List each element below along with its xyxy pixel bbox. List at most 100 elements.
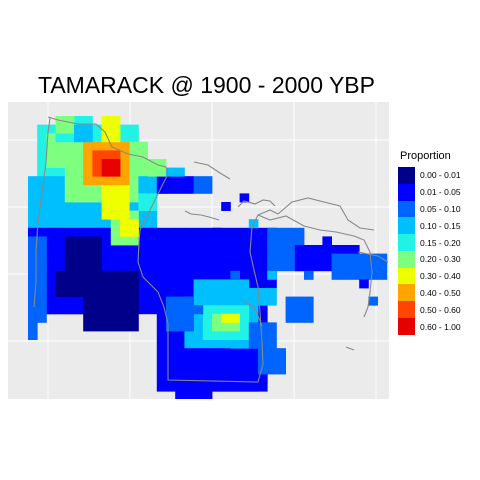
map-cell: [294, 296, 305, 306]
map-cell: [64, 253, 75, 263]
map-cell: [359, 270, 369, 280]
map-cell: [193, 339, 204, 349]
map-cell: [110, 296, 121, 306]
map-cell: [101, 167, 112, 177]
map-cell: [74, 116, 84, 125]
map-cell: [166, 331, 176, 340]
map-cell: [267, 227, 277, 237]
map-cell: [276, 348, 286, 358]
map-cell: [101, 124, 112, 134]
map-cell: [175, 245, 185, 254]
map-cell: [285, 227, 296, 237]
map-cell: [212, 339, 222, 349]
map-cell: [156, 184, 167, 194]
map-cell: [322, 262, 332, 272]
map-cell: [258, 374, 268, 383]
map-cell: [55, 176, 66, 186]
legend-key: [398, 234, 415, 252]
map-cell: [64, 227, 75, 237]
map-cell: [138, 141, 148, 151]
map-cell: [64, 210, 75, 220]
map-cell: [83, 279, 93, 289]
map-cell: [46, 141, 56, 151]
map-cell: [166, 270, 176, 280]
map-cell: [212, 288, 222, 297]
map-cell: [120, 219, 130, 229]
map-cell: [175, 296, 185, 306]
map-cell: [55, 141, 66, 151]
map-cell: [28, 176, 38, 186]
map-cell: [83, 141, 93, 151]
map-cell: [304, 313, 314, 323]
map-cell: [74, 253, 84, 263]
map-cell: [101, 176, 112, 186]
map-cell: [340, 270, 351, 280]
map-cell: [83, 296, 93, 306]
map-cell: [129, 288, 139, 297]
map-cell: [120, 159, 130, 168]
boundary-line: [243, 301, 263, 327]
legend-label: 0.40 - 0.50: [420, 287, 461, 298]
map-cell: [175, 270, 185, 280]
map-cell: [175, 262, 185, 272]
map-cell: [74, 305, 84, 315]
map-cell: [248, 339, 259, 349]
map-cell: [37, 262, 47, 272]
map-cell: [147, 305, 158, 315]
map-cell: [267, 339, 277, 349]
map-cell: [202, 339, 213, 349]
legend-item: 0.30 - 0.40: [398, 267, 478, 285]
map-cell: [175, 227, 185, 237]
legend-key: [398, 284, 415, 302]
map-cell: [221, 374, 231, 383]
map-cell: [147, 288, 158, 297]
map-cell: [37, 313, 47, 323]
map-cell: [212, 296, 222, 306]
map-cell: [184, 288, 194, 297]
map-cell: [28, 227, 38, 237]
legend-key: [398, 217, 415, 235]
map-cell: [156, 348, 167, 358]
map-cell: [110, 236, 121, 246]
map-cell: [166, 279, 176, 289]
map-cell: [267, 270, 277, 280]
map-cell: [184, 348, 194, 358]
map-cell: [166, 348, 176, 358]
legend-key: [398, 250, 415, 268]
map-cell: [212, 382, 222, 392]
map-cell: [258, 313, 268, 323]
map-cell: [74, 270, 84, 280]
map-cell: [212, 270, 222, 280]
legend-label: 0.01 - 0.05: [420, 187, 461, 198]
map-cell: [322, 236, 332, 246]
map-cell: [120, 305, 130, 315]
boundary-line: [184, 210, 220, 221]
map-cell: [221, 365, 231, 375]
legend-label: 0.50 - 0.60: [420, 304, 461, 315]
map-cell: [129, 305, 139, 315]
map-cell: [101, 253, 112, 263]
map-cell: [92, 184, 102, 194]
map-cell: [28, 253, 38, 263]
map-cell: [294, 227, 305, 237]
map-cell: [156, 227, 167, 237]
map-cell: [184, 331, 194, 340]
legend-label: 0.00 - 0.01: [420, 170, 461, 181]
map-cell: [28, 262, 38, 272]
map-cell: [83, 253, 93, 263]
map-cell: [166, 322, 176, 332]
map-cell: [230, 374, 240, 383]
map-cell: [120, 245, 130, 254]
map-cell: [46, 279, 56, 289]
map-cell: [74, 210, 84, 220]
map-cell: [175, 167, 185, 177]
map-cell: [37, 288, 47, 297]
legend-label: 0.15 - 0.20: [420, 237, 461, 248]
map-cell: [83, 288, 93, 297]
map-cell: [175, 313, 185, 323]
map-cell: [239, 322, 250, 332]
map-cell: [156, 331, 167, 340]
map-cell: [147, 176, 158, 186]
map-cell: [120, 167, 130, 177]
map-cell: [55, 219, 66, 229]
